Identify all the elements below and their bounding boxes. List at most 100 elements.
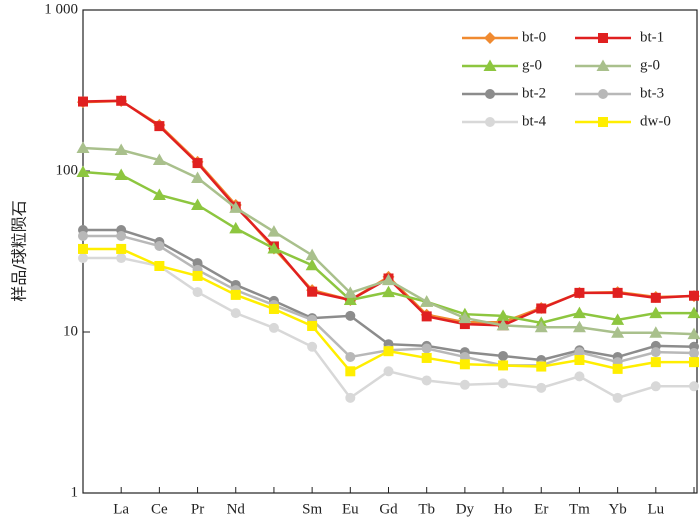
marker (192, 287, 203, 298)
marker (612, 363, 623, 374)
marker (230, 308, 241, 319)
marker (612, 287, 623, 298)
y-tick-label: 10 (63, 323, 78, 339)
marker (343, 286, 357, 298)
marker (574, 355, 585, 366)
marker (345, 392, 356, 403)
marker (76, 165, 90, 177)
marker (421, 311, 432, 322)
x-tick-label: Ce (151, 501, 168, 517)
marker (536, 303, 547, 314)
marker (114, 143, 128, 156)
marker (459, 319, 470, 330)
marker (78, 96, 88, 107)
marker (154, 261, 165, 272)
marker (498, 378, 509, 389)
marker (536, 382, 547, 393)
marker (496, 318, 510, 331)
marker (116, 230, 127, 241)
legend-label: g-0 (640, 57, 660, 73)
marker (496, 309, 510, 321)
marker (307, 286, 318, 297)
marker (459, 359, 470, 370)
marker (598, 33, 608, 43)
x-tick-label: Eu (342, 501, 359, 517)
marker (687, 306, 700, 319)
marker (345, 366, 356, 377)
marker (611, 313, 625, 325)
legend-label: bt-0 (522, 29, 546, 45)
marker (267, 225, 281, 237)
marker (76, 141, 90, 153)
marker (572, 320, 586, 333)
marker (483, 59, 497, 71)
marker (267, 242, 281, 254)
marker (116, 95, 127, 106)
marker (191, 171, 205, 183)
y-tick-label: 100 (56, 162, 79, 178)
marker (421, 343, 432, 354)
marker (305, 258, 319, 271)
x-tick-label: Gd (379, 501, 398, 517)
marker (343, 293, 357, 306)
x-tick-label: Dy (456, 501, 475, 517)
legend-label: g-0 (522, 57, 542, 73)
marker (345, 351, 356, 362)
marker (458, 311, 472, 324)
x-tick-label: Ho (494, 501, 512, 517)
marker (689, 381, 699, 392)
marker (536, 361, 547, 372)
marker (534, 320, 548, 333)
y-axis-label: 样品/球粒陨石 (10, 200, 29, 301)
marker (421, 375, 432, 386)
marker (484, 32, 496, 44)
marker (229, 201, 243, 213)
x-tick-label: Yb (608, 501, 626, 517)
marker (459, 379, 470, 390)
marker (574, 287, 585, 298)
y-tick-label: 1 (71, 484, 79, 500)
marker (229, 221, 243, 234)
marker (689, 290, 699, 301)
marker (485, 89, 495, 99)
marker (498, 360, 509, 371)
x-tick-label: Pr (191, 501, 204, 517)
marker (420, 295, 434, 307)
marker (650, 357, 661, 368)
marker (689, 357, 699, 368)
marker (649, 306, 663, 319)
marker (116, 253, 127, 264)
x-tick-label: Nd (227, 501, 246, 517)
legend-label: bt-2 (522, 85, 546, 101)
x-tick-label: Sm (302, 501, 322, 517)
marker (382, 285, 395, 298)
marker (383, 346, 394, 357)
marker (116, 243, 127, 254)
marker (687, 327, 700, 340)
marker (345, 310, 356, 321)
marker (192, 270, 203, 281)
marker (650, 292, 661, 303)
marker (598, 117, 608, 127)
marker (192, 258, 203, 269)
marker (154, 241, 165, 252)
marker (307, 320, 318, 331)
x-tick-label: Er (534, 501, 548, 517)
marker (650, 381, 661, 392)
marker (611, 326, 625, 338)
marker (268, 303, 279, 314)
series-line (82, 146, 695, 336)
marker (421, 352, 432, 363)
legend-label: dw-0 (640, 113, 671, 129)
marker (230, 289, 241, 300)
marker (152, 188, 166, 200)
legend-label: bt-1 (640, 29, 664, 45)
marker (78, 253, 88, 264)
marker (485, 117, 495, 127)
marker (268, 322, 279, 333)
marker (689, 348, 699, 359)
marker (383, 366, 394, 377)
marker (649, 326, 663, 338)
marker (154, 121, 165, 132)
